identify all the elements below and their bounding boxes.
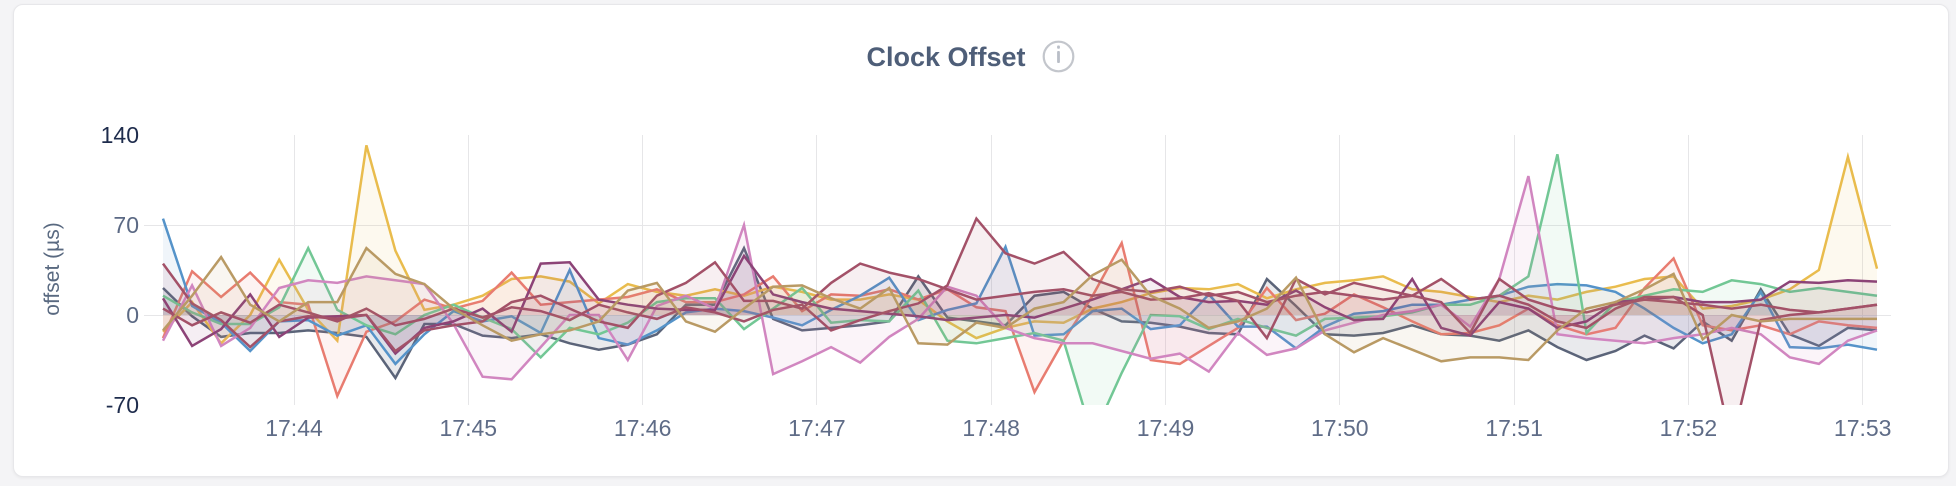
svg-text:offset (µs): offset (µs): [41, 222, 64, 315]
svg-text:17:48: 17:48: [962, 415, 1020, 441]
svg-text:17:46: 17:46: [614, 415, 672, 441]
svg-text:-70: -70: [106, 392, 139, 418]
svg-text:Clock Offset: Clock Offset: [866, 42, 1025, 72]
svg-text:17:50: 17:50: [1311, 415, 1369, 441]
svg-text:17:47: 17:47: [788, 415, 846, 441]
svg-text:17:53: 17:53: [1834, 415, 1892, 441]
svg-text:17:51: 17:51: [1485, 415, 1543, 441]
svg-text:17:49: 17:49: [1137, 415, 1195, 441]
svg-text:17:45: 17:45: [440, 415, 498, 441]
svg-text:140: 140: [101, 122, 139, 148]
svg-text:17:44: 17:44: [265, 415, 323, 441]
svg-text:17:52: 17:52: [1660, 415, 1718, 441]
svg-text:0: 0: [126, 302, 139, 328]
svg-text:70: 70: [113, 212, 139, 238]
